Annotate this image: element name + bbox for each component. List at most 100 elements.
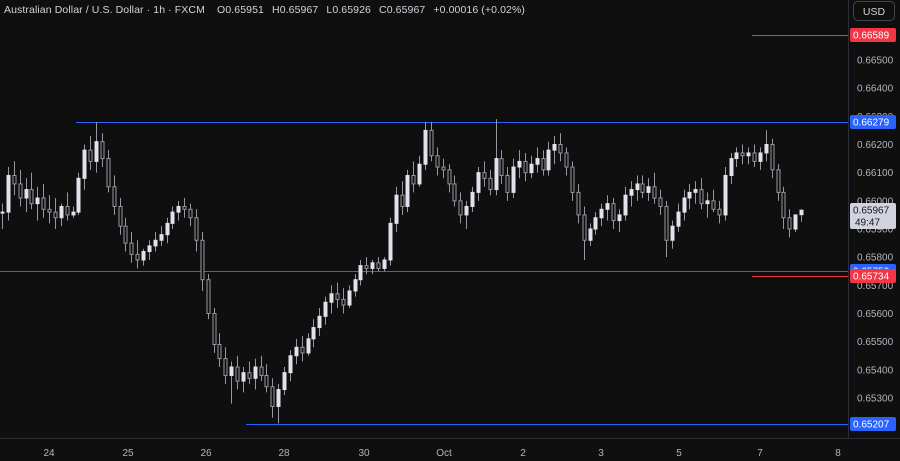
candle-body — [76, 177, 81, 213]
candle-body — [347, 290, 352, 306]
candle-body — [629, 189, 634, 196]
candle — [229, 361, 234, 404]
time-tick-label: 24 — [43, 448, 55, 459]
candle — [682, 189, 687, 221]
candle-body — [417, 163, 422, 185]
candle — [88, 136, 93, 170]
candle — [259, 355, 264, 382]
candle-body — [182, 205, 187, 210]
candle — [364, 257, 369, 275]
candle — [41, 183, 46, 218]
candle-body — [558, 144, 563, 154]
candle-body — [582, 214, 587, 241]
candle-body — [29, 189, 34, 205]
candle — [705, 192, 710, 218]
candle — [570, 161, 575, 201]
candle — [370, 259, 375, 275]
candle-body — [705, 200, 710, 205]
candle — [499, 150, 504, 184]
candle — [311, 319, 316, 348]
candle — [787, 209, 792, 238]
countdown-label: 49:47 — [855, 218, 880, 229]
candle-body — [664, 205, 669, 241]
candle — [611, 198, 616, 229]
candle-body — [323, 301, 328, 317]
candle-body — [781, 191, 786, 219]
candle — [658, 189, 663, 215]
candle-body — [100, 141, 105, 160]
candle-body — [59, 205, 64, 219]
high-value: 0.65967 — [279, 4, 319, 16]
candle — [605, 195, 610, 221]
time-tick-label: 25 — [122, 448, 134, 459]
candle — [411, 161, 416, 193]
candle — [740, 144, 745, 165]
candle — [353, 274, 358, 297]
candle-body — [212, 313, 217, 345]
candle — [388, 217, 393, 266]
candle — [306, 333, 311, 356]
candle-body — [770, 144, 775, 171]
candle-body — [411, 174, 416, 185]
time-tick-label: 3 — [598, 448, 604, 459]
candle-body — [118, 205, 123, 227]
candle-body — [82, 149, 87, 179]
candle — [294, 338, 299, 365]
time-axis[interactable]: 24 25 26 28 30 Oct 2 3 5 7 8 — [0, 438, 900, 460]
candle — [752, 144, 757, 168]
candle — [129, 231, 134, 263]
candle-body — [353, 279, 358, 292]
candle-body — [376, 262, 381, 269]
candle-body — [288, 355, 293, 374]
candle — [317, 307, 322, 337]
candle-body — [576, 191, 581, 216]
candle — [106, 150, 111, 193]
candle-body — [640, 183, 645, 193]
candle — [82, 144, 87, 190]
candle — [764, 130, 769, 162]
time-tick-label: 30 — [358, 448, 370, 459]
candle-body — [188, 208, 193, 219]
price-tag-box — [850, 28, 896, 42]
candle — [734, 147, 739, 168]
candle — [470, 186, 475, 213]
candle — [376, 257, 381, 272]
candle-body — [517, 160, 522, 168]
last-price-box — [850, 203, 896, 229]
currency-button[interactable]: USD — [853, 1, 895, 21]
candle-body — [382, 259, 387, 269]
candle — [558, 133, 563, 162]
candle — [541, 150, 546, 176]
candle — [100, 133, 105, 168]
candle-body — [135, 253, 140, 261]
candle-body — [758, 152, 763, 162]
candle — [588, 223, 593, 246]
candle-body — [764, 144, 769, 154]
candle — [417, 155, 422, 187]
price-tag-label: 0.65734 — [853, 272, 890, 283]
candle — [24, 178, 29, 213]
candle — [335, 282, 340, 308]
candle — [288, 350, 293, 382]
open-value: 0.65951 — [225, 4, 264, 16]
candle — [394, 186, 399, 232]
candle — [776, 164, 781, 201]
candle — [223, 347, 228, 384]
candle — [12, 161, 17, 196]
candle — [629, 181, 634, 207]
candle-body — [170, 211, 175, 224]
candle-body — [165, 222, 170, 236]
candle — [687, 183, 692, 210]
candle — [47, 195, 52, 224]
candle — [729, 152, 734, 184]
candle — [529, 155, 534, 179]
candle-body — [129, 242, 134, 255]
candle — [599, 203, 604, 227]
candle-body — [470, 191, 475, 207]
price-tick-label: 0.66500 — [857, 56, 894, 67]
candle-body — [147, 245, 152, 253]
candle-body — [264, 374, 269, 388]
close-value: 0.65967 — [386, 4, 426, 16]
candle-body — [282, 372, 287, 391]
